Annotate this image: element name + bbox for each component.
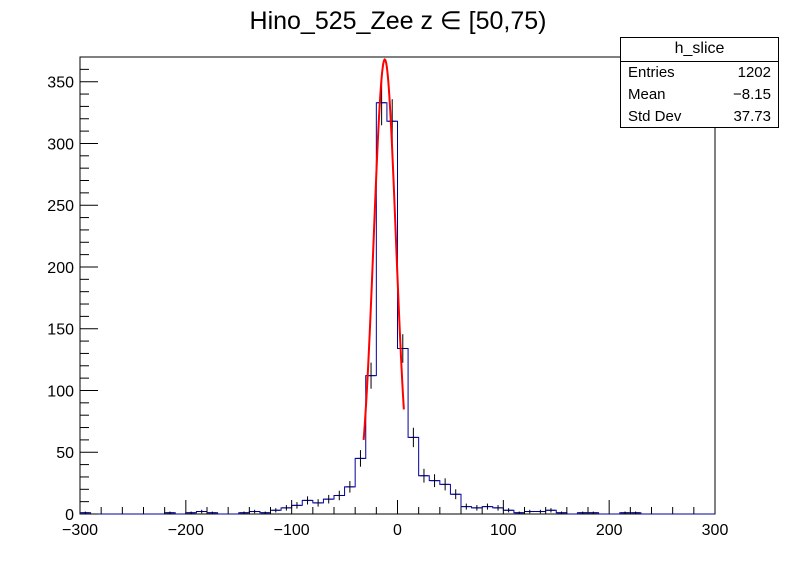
axes: −300 −200 −100 0 100 200 300 0 50 100 150 200 250 300… (47, 56, 729, 539)
y-tick-label: 100 (47, 383, 74, 400)
chart-title: Hino_525_Zee z ∈ [50,75) (249, 7, 547, 35)
stats-value: 37.73 (733, 108, 771, 125)
stats-title: h_slice (621, 38, 778, 62)
stats-value: 1202 (737, 64, 771, 81)
y-tick-label: 300 (47, 136, 74, 153)
stats-row-stddev: Std Dev 37.73 (621, 106, 778, 128)
histogram-bars (80, 102, 715, 515)
x-tick-label: 0 (393, 522, 402, 539)
stats-label: Entries (628, 64, 675, 81)
y-tick-label: 350 (47, 75, 74, 92)
x-tick-label: −300 (62, 522, 98, 539)
fit-curve (362, 58, 405, 440)
stats-label: Mean (628, 86, 666, 103)
fit-curve-group (362, 58, 405, 440)
stats-value: −8.15 (733, 86, 771, 103)
y-tick-label: 150 (47, 322, 74, 339)
stats-row-entries: Entries 1202 (621, 62, 778, 84)
stats-box: h_slice Entries 1202 Mean −8.15 Std Dev … (620, 37, 779, 128)
x-tick-label: −200 (168, 522, 204, 539)
stats-row-mean: Mean −8.15 (621, 84, 778, 106)
histogram-outline (80, 102, 715, 515)
x-tick-label: −100 (274, 522, 310, 539)
stats-label: Std Dev (628, 108, 682, 125)
y-tick-label: 50 (56, 445, 74, 462)
y-tick-label: 0 (65, 507, 74, 524)
x-tick-label: 200 (596, 522, 623, 539)
x-tick-label: 300 (702, 522, 729, 539)
y-tick-label: 200 (47, 260, 74, 277)
x-tick-label: 100 (490, 522, 517, 539)
error-bars (84, 80, 637, 514)
y-tick-label: 250 (47, 198, 74, 215)
